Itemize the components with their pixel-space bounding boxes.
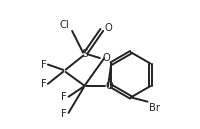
- Text: O: O: [104, 23, 111, 33]
- Text: F: F: [61, 92, 67, 102]
- Text: Cl: Cl: [59, 20, 69, 30]
- Text: F: F: [61, 108, 67, 119]
- Text: Br: Br: [148, 103, 159, 113]
- Text: O: O: [105, 81, 113, 91]
- Text: F: F: [40, 59, 46, 70]
- Text: S: S: [81, 49, 88, 59]
- Text: O: O: [102, 53, 110, 63]
- Text: F: F: [40, 79, 46, 89]
